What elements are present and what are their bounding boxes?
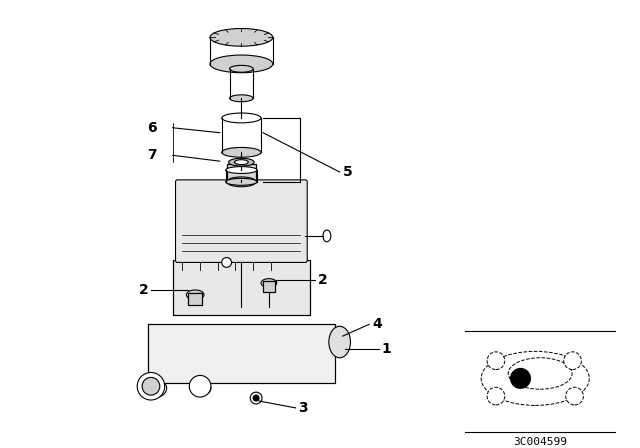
Text: 4: 4 (372, 317, 382, 332)
Ellipse shape (323, 230, 331, 242)
Ellipse shape (193, 381, 211, 395)
Ellipse shape (329, 326, 351, 358)
Text: 1: 1 (382, 342, 392, 356)
Bar (173, 260, 310, 314)
Circle shape (189, 375, 211, 397)
Ellipse shape (230, 65, 253, 72)
Circle shape (142, 377, 160, 395)
Text: 2: 2 (318, 273, 328, 287)
Bar (263, 281, 275, 292)
Circle shape (487, 387, 505, 405)
Ellipse shape (210, 55, 273, 73)
Text: 2: 2 (139, 283, 149, 297)
Text: 3C004599: 3C004599 (513, 437, 567, 448)
Text: 3: 3 (298, 401, 308, 415)
Ellipse shape (210, 29, 273, 46)
Ellipse shape (230, 95, 253, 102)
Ellipse shape (261, 279, 276, 288)
Ellipse shape (186, 290, 204, 300)
Bar (173, 260, 310, 314)
Ellipse shape (226, 178, 257, 185)
Text: 5: 5 (342, 165, 353, 179)
Ellipse shape (481, 351, 589, 405)
Ellipse shape (508, 358, 572, 389)
Ellipse shape (234, 159, 248, 164)
Ellipse shape (221, 113, 261, 123)
Circle shape (250, 392, 262, 404)
Bar (148, 324, 335, 383)
Text: 6: 6 (147, 121, 157, 135)
Ellipse shape (228, 158, 254, 166)
FancyBboxPatch shape (175, 180, 307, 263)
Bar (263, 281, 275, 292)
Bar (227, 164, 256, 182)
Text: 7: 7 (147, 148, 157, 162)
Ellipse shape (221, 147, 261, 157)
Circle shape (221, 258, 232, 267)
Circle shape (511, 369, 531, 388)
Ellipse shape (227, 177, 256, 187)
Circle shape (564, 352, 581, 370)
Bar (227, 164, 256, 182)
Circle shape (137, 372, 164, 400)
Circle shape (253, 395, 259, 401)
Circle shape (566, 387, 584, 405)
Ellipse shape (226, 167, 257, 173)
Ellipse shape (139, 379, 166, 398)
Circle shape (487, 352, 505, 370)
Bar (188, 293, 202, 305)
Bar (188, 293, 202, 305)
Bar (148, 324, 335, 383)
